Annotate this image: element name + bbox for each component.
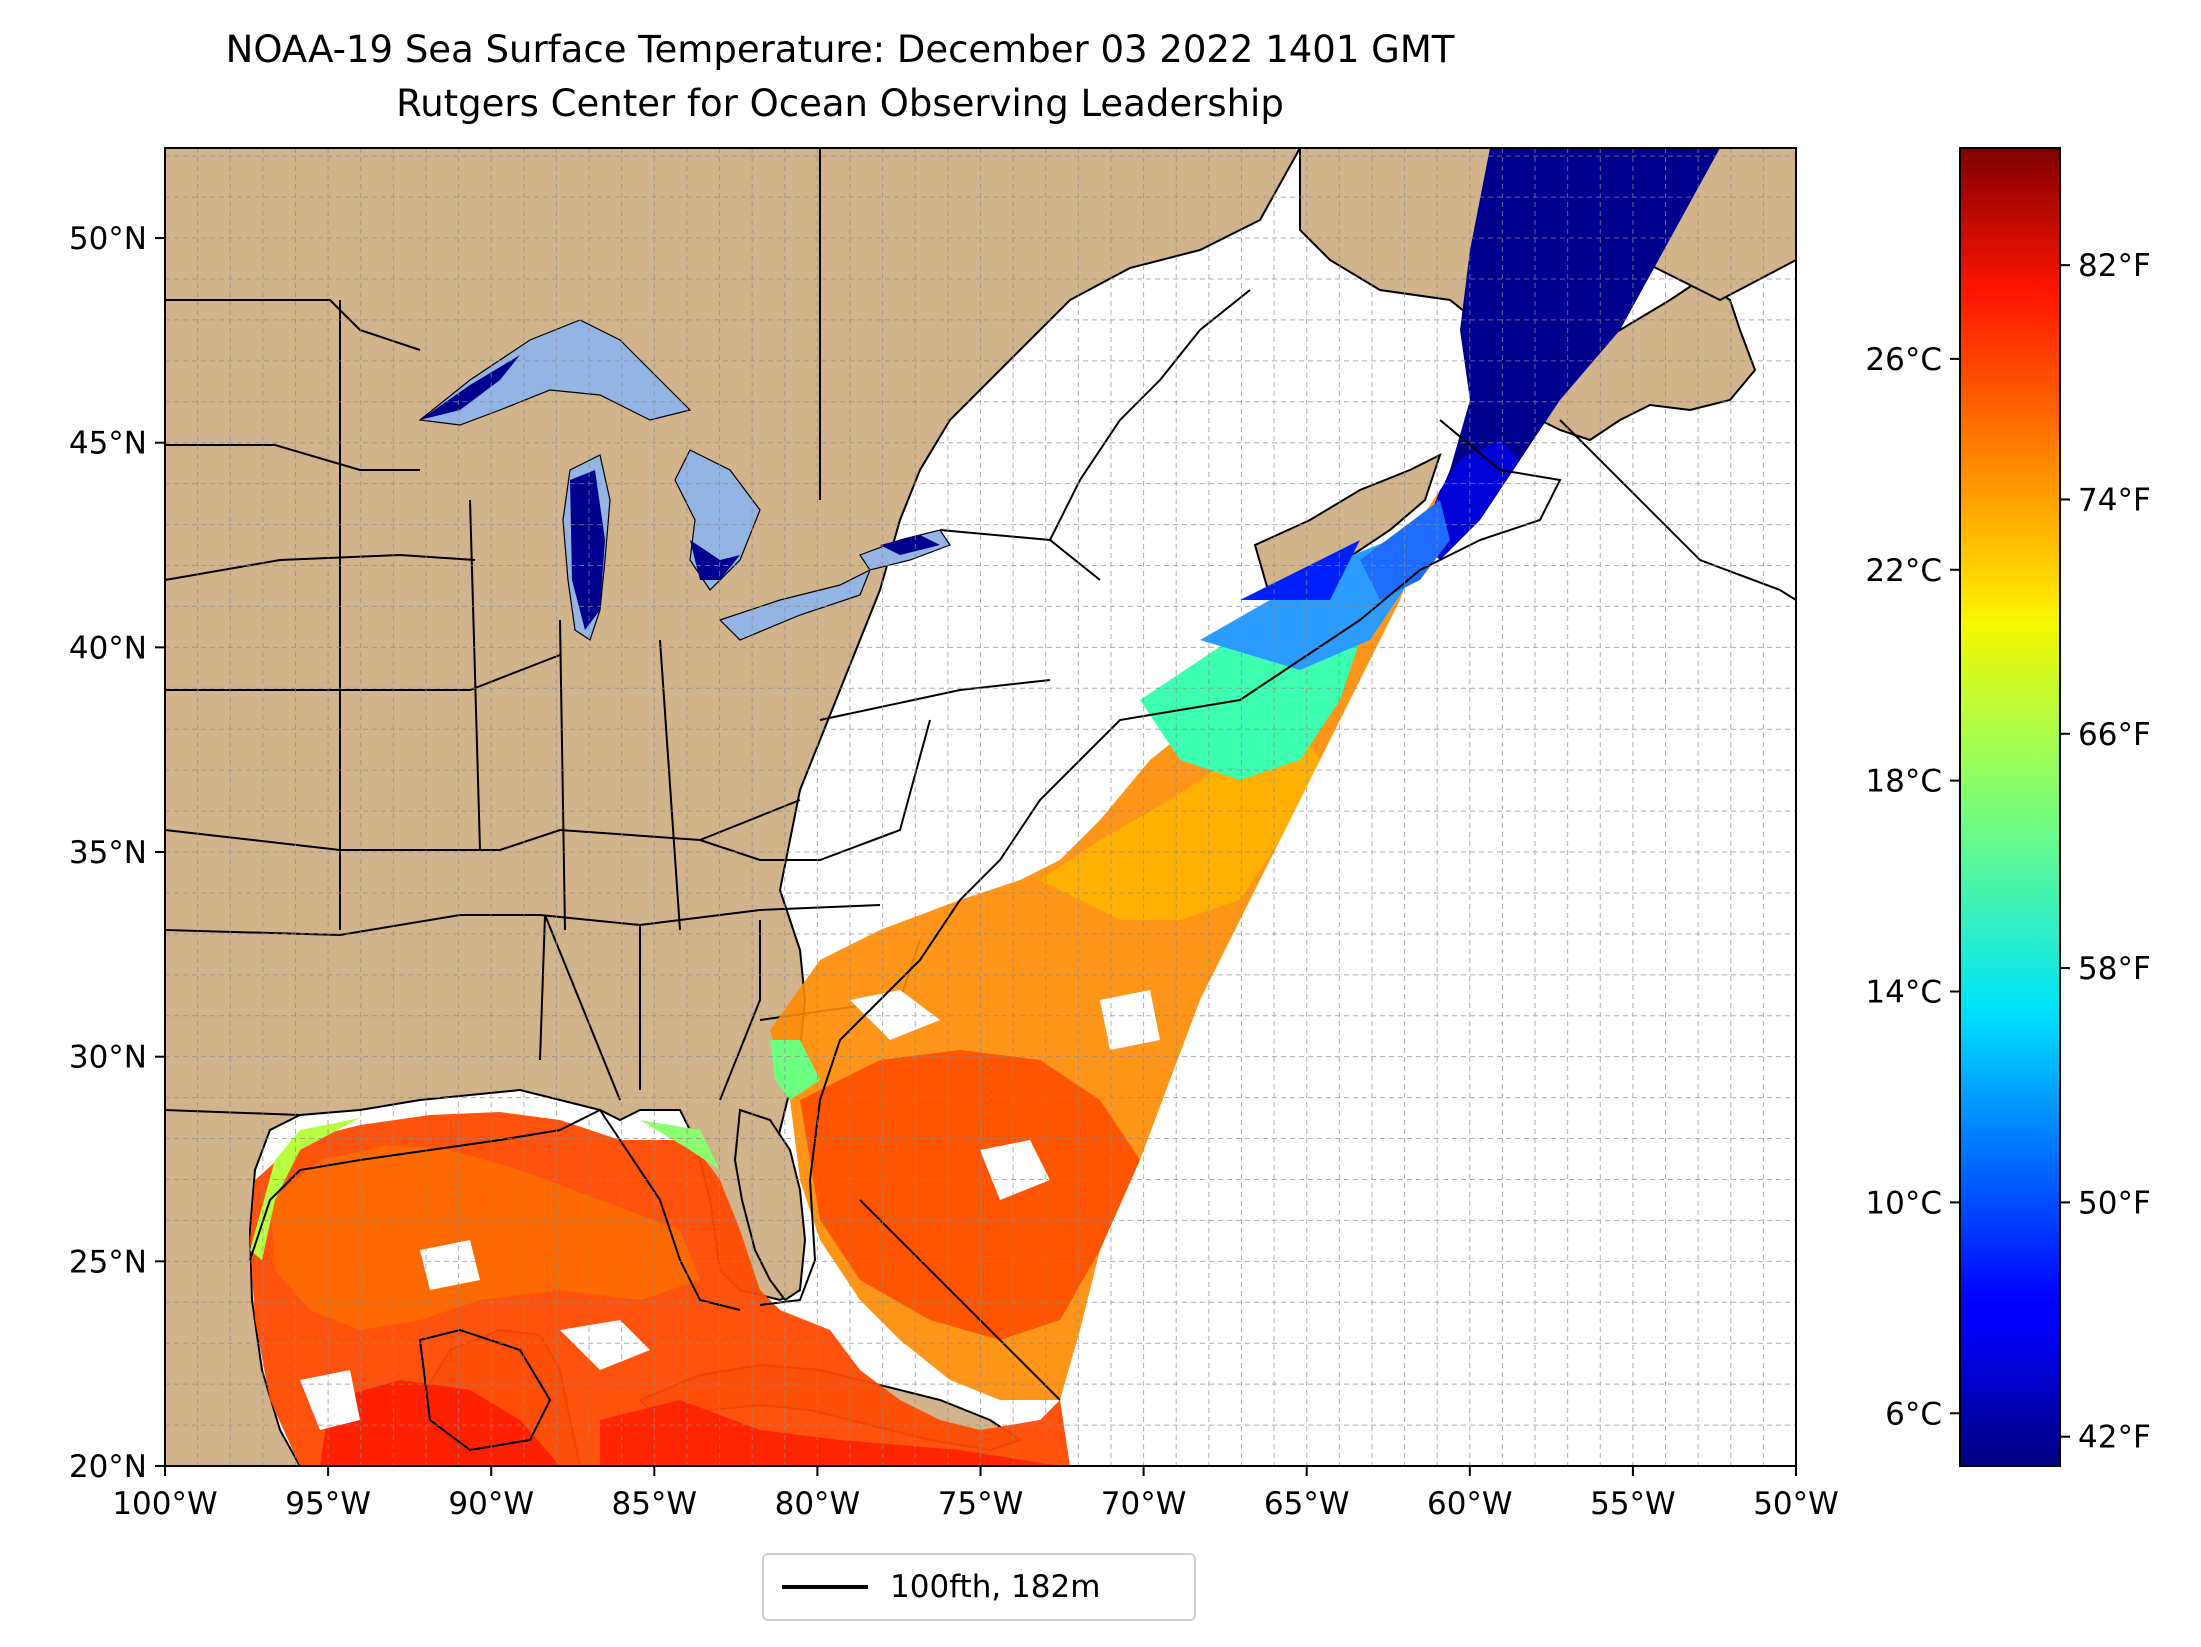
colorbar-celsius-label: 6°C bbox=[1885, 1396, 1942, 1432]
lat-tick-label: 50°N bbox=[69, 221, 147, 257]
lat-tick-label: 30°N bbox=[69, 1040, 147, 1076]
lat-tick-label: 20°N bbox=[69, 1449, 147, 1485]
legend-label: 100fth, 182m bbox=[890, 1569, 1101, 1605]
colorbar-celsius-label: 10°C bbox=[1865, 1185, 1942, 1221]
longitude-axis: 100°W 95°W 90°W 85°W 80°W 75°W 70°W 65°W 60°W 55°… bbox=[112, 1466, 1839, 1522]
latitude-axis: 20°N 25°N 30°N 35°N 40°N 45°N 50°N bbox=[69, 221, 165, 1485]
colorbar-celsius-label: 14°C bbox=[1865, 975, 1942, 1011]
lat-tick-label: 45°N bbox=[69, 426, 147, 462]
lat-tick-label: 40°N bbox=[69, 630, 147, 666]
isobath-100fth bbox=[249, 419, 1796, 1452]
lat-tick-label: 25°N bbox=[69, 1244, 147, 1280]
lon-tick-label: 55°W bbox=[1590, 1486, 1676, 1522]
colorbar-fahrenheit-label: 66°F bbox=[2078, 717, 2151, 753]
legend: 100fth, 182m bbox=[762, 1553, 1196, 1621]
lon-tick-label: 90°W bbox=[448, 1486, 534, 1522]
title-line-1: NOAA-19 Sea Surface Temperature: Decembe… bbox=[225, 28, 1455, 71]
lon-tick-label: 65°W bbox=[1264, 1486, 1350, 1522]
lon-tick-label: 50°W bbox=[1753, 1486, 1839, 1522]
lake-superior bbox=[418, 319, 692, 426]
lake-sst bbox=[420, 355, 940, 630]
lon-tick-label: 80°W bbox=[775, 1486, 861, 1522]
colorbar-fahrenheit-label: 74°F bbox=[2078, 482, 2151, 518]
state-borders bbox=[165, 148, 1251, 1116]
colorbar-celsius-label: 22°C bbox=[1865, 553, 1942, 589]
colorbar bbox=[1959, 147, 2061, 1467]
colorbar-fahrenheit-label: 42°F bbox=[2078, 1420, 2151, 1456]
lon-tick-label: 60°W bbox=[1427, 1486, 1513, 1522]
lon-tick-label: 70°W bbox=[1101, 1486, 1187, 1522]
lon-tick-label: 100°W bbox=[112, 1486, 217, 1522]
lake-erie bbox=[718, 568, 872, 641]
colorbar-celsius-label: 18°C bbox=[1865, 764, 1942, 800]
map-area bbox=[165, 148, 1796, 1466]
legend-line-swatch bbox=[782, 1585, 868, 1589]
colorbar-fahrenheit-axis: 42°F 50°F 58°F 66°F 74°F 82°F bbox=[2060, 248, 2151, 1456]
title-line-2: Rutgers Center for Ocean Observing Leade… bbox=[396, 82, 1284, 125]
sst-swath-gulf bbox=[250, 1112, 1070, 1466]
colorbar-fahrenheit-label: 58°F bbox=[2078, 951, 2151, 987]
colorbar-fahrenheit-label: 82°F bbox=[2078, 248, 2151, 284]
colorbar-celsius-label: 26°C bbox=[1865, 342, 1942, 378]
lat-tick-label: 35°N bbox=[69, 835, 147, 871]
colorbar-celsius-axis: 6°C 10°C 14°C 18°C 22°C 26°C bbox=[1865, 342, 1960, 1432]
lon-tick-label: 85°W bbox=[611, 1486, 697, 1522]
colorbar-fahrenheit-label: 50°F bbox=[2078, 1185, 2151, 1221]
lon-tick-label: 95°W bbox=[285, 1486, 371, 1522]
lon-tick-label: 75°W bbox=[938, 1486, 1024, 1522]
gridlines bbox=[165, 148, 1796, 1466]
